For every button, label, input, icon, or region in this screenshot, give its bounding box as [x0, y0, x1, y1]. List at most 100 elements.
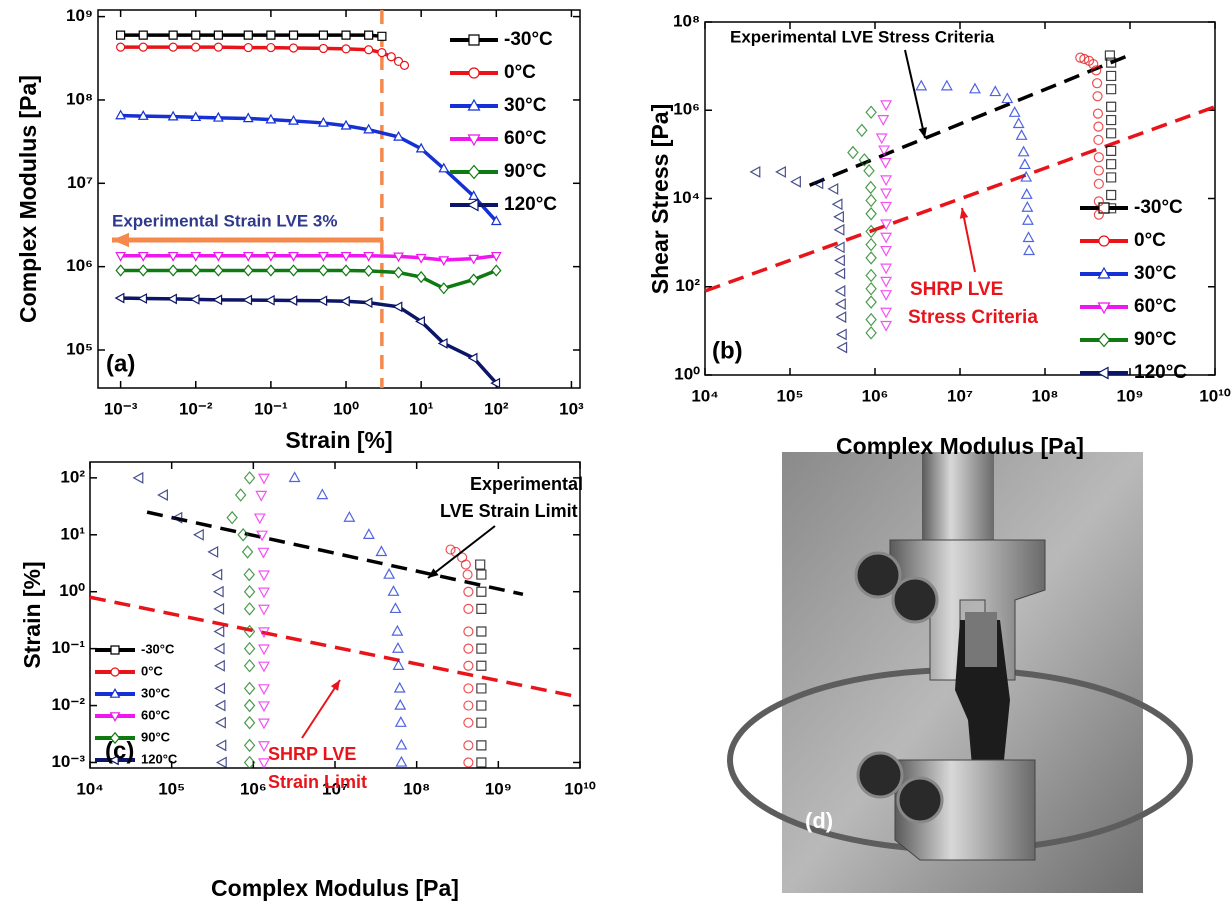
marker [836, 286, 845, 296]
marker [866, 252, 876, 264]
x-tick-label: 10³ [559, 399, 584, 418]
marker [1099, 334, 1110, 347]
marker [342, 265, 351, 275]
marker [259, 702, 269, 711]
marker [134, 473, 143, 483]
y-tick-label: 10⁻³ [51, 752, 85, 771]
marker [217, 758, 226, 768]
legend-label: 30°C [504, 95, 547, 116]
marker [866, 106, 876, 118]
x-tick-label: 10¹ [409, 399, 434, 418]
legend-label: 0°C [504, 62, 536, 83]
legend-label: 120°C [141, 751, 178, 766]
marker [365, 31, 373, 39]
marker [464, 587, 473, 596]
marker [477, 684, 486, 693]
x-axis-title: Complex Modulus [Pa] [211, 875, 459, 901]
arrow [302, 680, 340, 738]
marker [1107, 102, 1116, 111]
marker [259, 474, 269, 483]
marker [244, 569, 254, 581]
marker [835, 255, 844, 265]
marker [395, 700, 405, 709]
photo-screw [898, 778, 942, 822]
marker [236, 489, 246, 501]
marker [290, 31, 298, 39]
marker [866, 283, 876, 295]
marker [117, 43, 125, 51]
marker [266, 265, 275, 275]
marker [1107, 129, 1116, 138]
legend-label: 60°C [504, 128, 547, 149]
marker [215, 661, 224, 671]
marker [216, 701, 225, 711]
marker [881, 322, 891, 331]
y-tick-label: 10⁹ [66, 6, 93, 25]
marker [217, 740, 226, 750]
marker [319, 31, 327, 39]
reference-line [810, 55, 1130, 185]
x-tick-label: 10⁸ [1032, 386, 1059, 405]
marker [117, 31, 125, 39]
marker [245, 603, 255, 615]
legend-label: 60°C [141, 707, 171, 722]
marker [881, 189, 891, 198]
marker [837, 312, 846, 322]
marker [469, 274, 478, 284]
marker [255, 514, 265, 523]
annotation: Experimental Strain LVE 3% [112, 211, 337, 230]
marker [392, 626, 402, 635]
marker [881, 202, 891, 211]
marker [138, 294, 146, 303]
marker [881, 308, 891, 317]
marker [464, 758, 473, 767]
marker [214, 43, 222, 51]
marker [881, 264, 891, 273]
legend-label: -30°C [141, 641, 175, 656]
legend-label: 60°C [1134, 296, 1177, 317]
marker [1098, 368, 1108, 379]
marker [245, 717, 255, 729]
legend-label: 0°C [1134, 230, 1166, 251]
marker [214, 265, 223, 275]
marker [1023, 215, 1033, 224]
marker [477, 587, 486, 596]
panel-label: (c) [105, 737, 134, 764]
legend-label: 30°C [141, 685, 171, 700]
marker [111, 668, 119, 676]
x-tick-label: 10⁵ [158, 779, 185, 798]
legend-label: -30°C [1134, 197, 1183, 218]
marker [835, 225, 844, 235]
marker [1107, 160, 1116, 169]
marker [245, 643, 255, 655]
y-axis-title: Complex Modulus [Pa] [15, 75, 41, 323]
marker [881, 176, 891, 185]
y-tick-label: 10⁰ [59, 581, 85, 600]
marker [1010, 107, 1020, 116]
marker [866, 270, 876, 282]
arrow [905, 50, 925, 138]
marker [259, 645, 269, 654]
marker [1093, 109, 1102, 118]
marker [866, 208, 876, 220]
marker [243, 296, 251, 305]
marker [289, 296, 297, 305]
legend-label: 30°C [1134, 263, 1177, 284]
marker [256, 491, 266, 500]
annotation: Stress Criteria [908, 307, 1038, 328]
y-tick-label: 10⁸ [673, 11, 700, 30]
marker [836, 299, 845, 309]
marker [319, 296, 327, 305]
marker [477, 758, 486, 767]
marker [169, 43, 177, 51]
y-tick-label: 10² [675, 276, 700, 295]
marker [192, 31, 200, 39]
marker [464, 604, 473, 613]
annotation: Strain Limit [268, 772, 367, 792]
marker [866, 182, 876, 194]
marker [1093, 92, 1102, 101]
y-tick-label: 10⁻¹ [51, 638, 85, 657]
y-tick-label: 10⁻² [51, 695, 85, 714]
